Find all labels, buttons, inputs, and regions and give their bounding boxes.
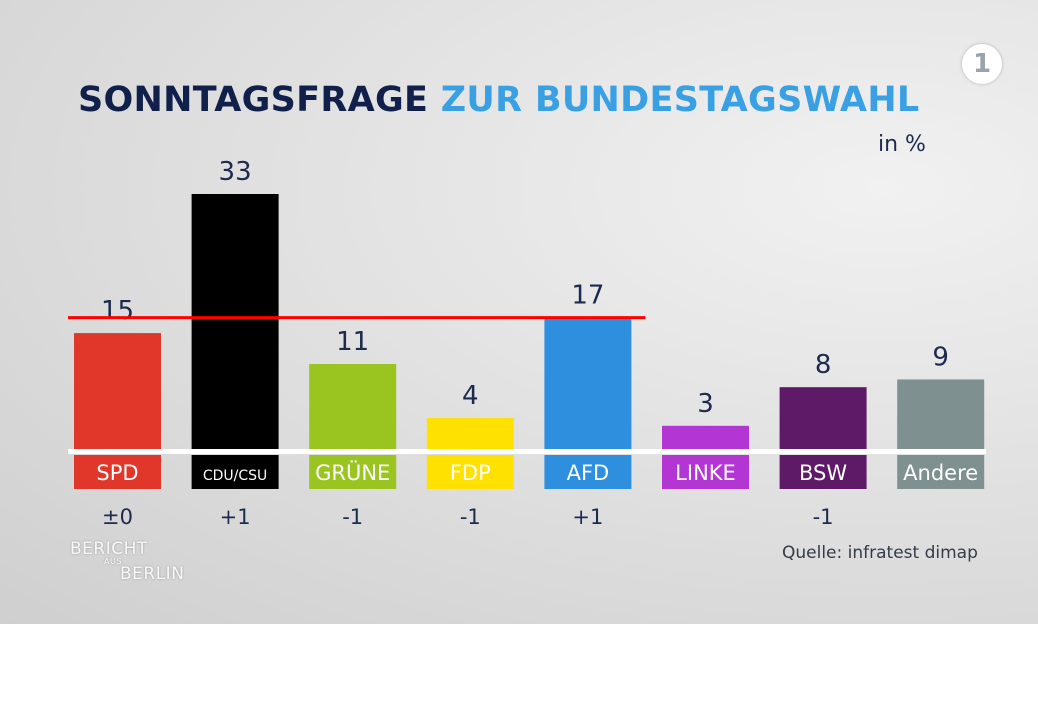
program-logo-line2: AUS	[104, 557, 122, 566]
bar-cdu-csu	[191, 194, 279, 449]
category-box-cdu-csu	[191, 455, 279, 489]
program-logo-line3: BERLIN	[120, 564, 185, 584]
category-label-cdu-csu: CDU/CSU	[203, 468, 267, 484]
chart-title: SONNTAGSFRAGE ZUR BUNDESTAGSWAHL	[78, 80, 920, 120]
bar-andere	[897, 379, 985, 449]
change-label-afd: +1	[572, 505, 603, 529]
program-logo-line1: BERICHT	[70, 539, 148, 559]
bar-fdp	[426, 418, 514, 449]
category-label-andere: Andere	[903, 461, 978, 485]
value-label-bsw: 8	[815, 350, 832, 380]
category-box-spd	[74, 455, 161, 489]
broadcaster-logo: 1	[962, 44, 1002, 84]
bar-gr-ne	[309, 364, 397, 449]
category-box-fdp	[426, 455, 514, 489]
bar-spd	[74, 333, 161, 449]
change-label-spd: ±0	[102, 505, 133, 529]
category-label-bsw: BSW	[799, 461, 847, 485]
bar-afd	[544, 317, 632, 449]
value-label-gr-ne: 11	[336, 327, 369, 357]
bar-chart: 15 SPD ±0 33 CDU/CSU +1 11 GRÜNE -1 4 FDP -1 17 AFD +1…	[68, 157, 986, 529]
value-label-afd: 17	[571, 281, 604, 311]
category-box-andere	[897, 455, 985, 489]
category-label-spd: SPD	[96, 461, 138, 485]
value-label-linke: 3	[697, 389, 714, 419]
value-label-spd: 15	[101, 296, 134, 326]
program-logo: BERICHT AUS BERLIN	[70, 539, 185, 584]
bar-bsw	[779, 387, 867, 449]
value-label-cdu-csu: 33	[219, 157, 252, 187]
change-label-bsw: -1	[813, 505, 834, 529]
source-note: Quelle: infratest dimap	[782, 543, 978, 563]
bar-linke	[662, 425, 749, 449]
chart-panel: SONNTAGSFRAGE ZUR BUNDESTAGSWAHL in % 1 …	[0, 0, 1038, 624]
title-part1: SONNTAGSFRAGE	[78, 80, 429, 120]
value-label-andere: 9	[932, 342, 949, 372]
unit-label: in %	[878, 132, 926, 157]
title-part2: ZUR BUNDESTAGSWAHL	[440, 80, 920, 120]
change-label-gr-ne: -1	[342, 505, 363, 529]
category-label-fdp: FDP	[450, 461, 491, 485]
category-label-afd: AFD	[567, 461, 610, 485]
category-box-gr-ne	[309, 455, 397, 489]
value-label-fdp: 4	[462, 381, 479, 411]
change-label-fdp: -1	[460, 505, 481, 529]
category-label-linke: LINKE	[675, 461, 736, 485]
category-box-afd	[544, 455, 632, 489]
category-label-gr-ne: GRÜNE	[315, 460, 390, 485]
baseline	[68, 449, 986, 454]
category-box-linke	[662, 455, 749, 489]
change-label-cdu-csu: +1	[220, 505, 251, 529]
category-box-bsw	[779, 455, 867, 489]
